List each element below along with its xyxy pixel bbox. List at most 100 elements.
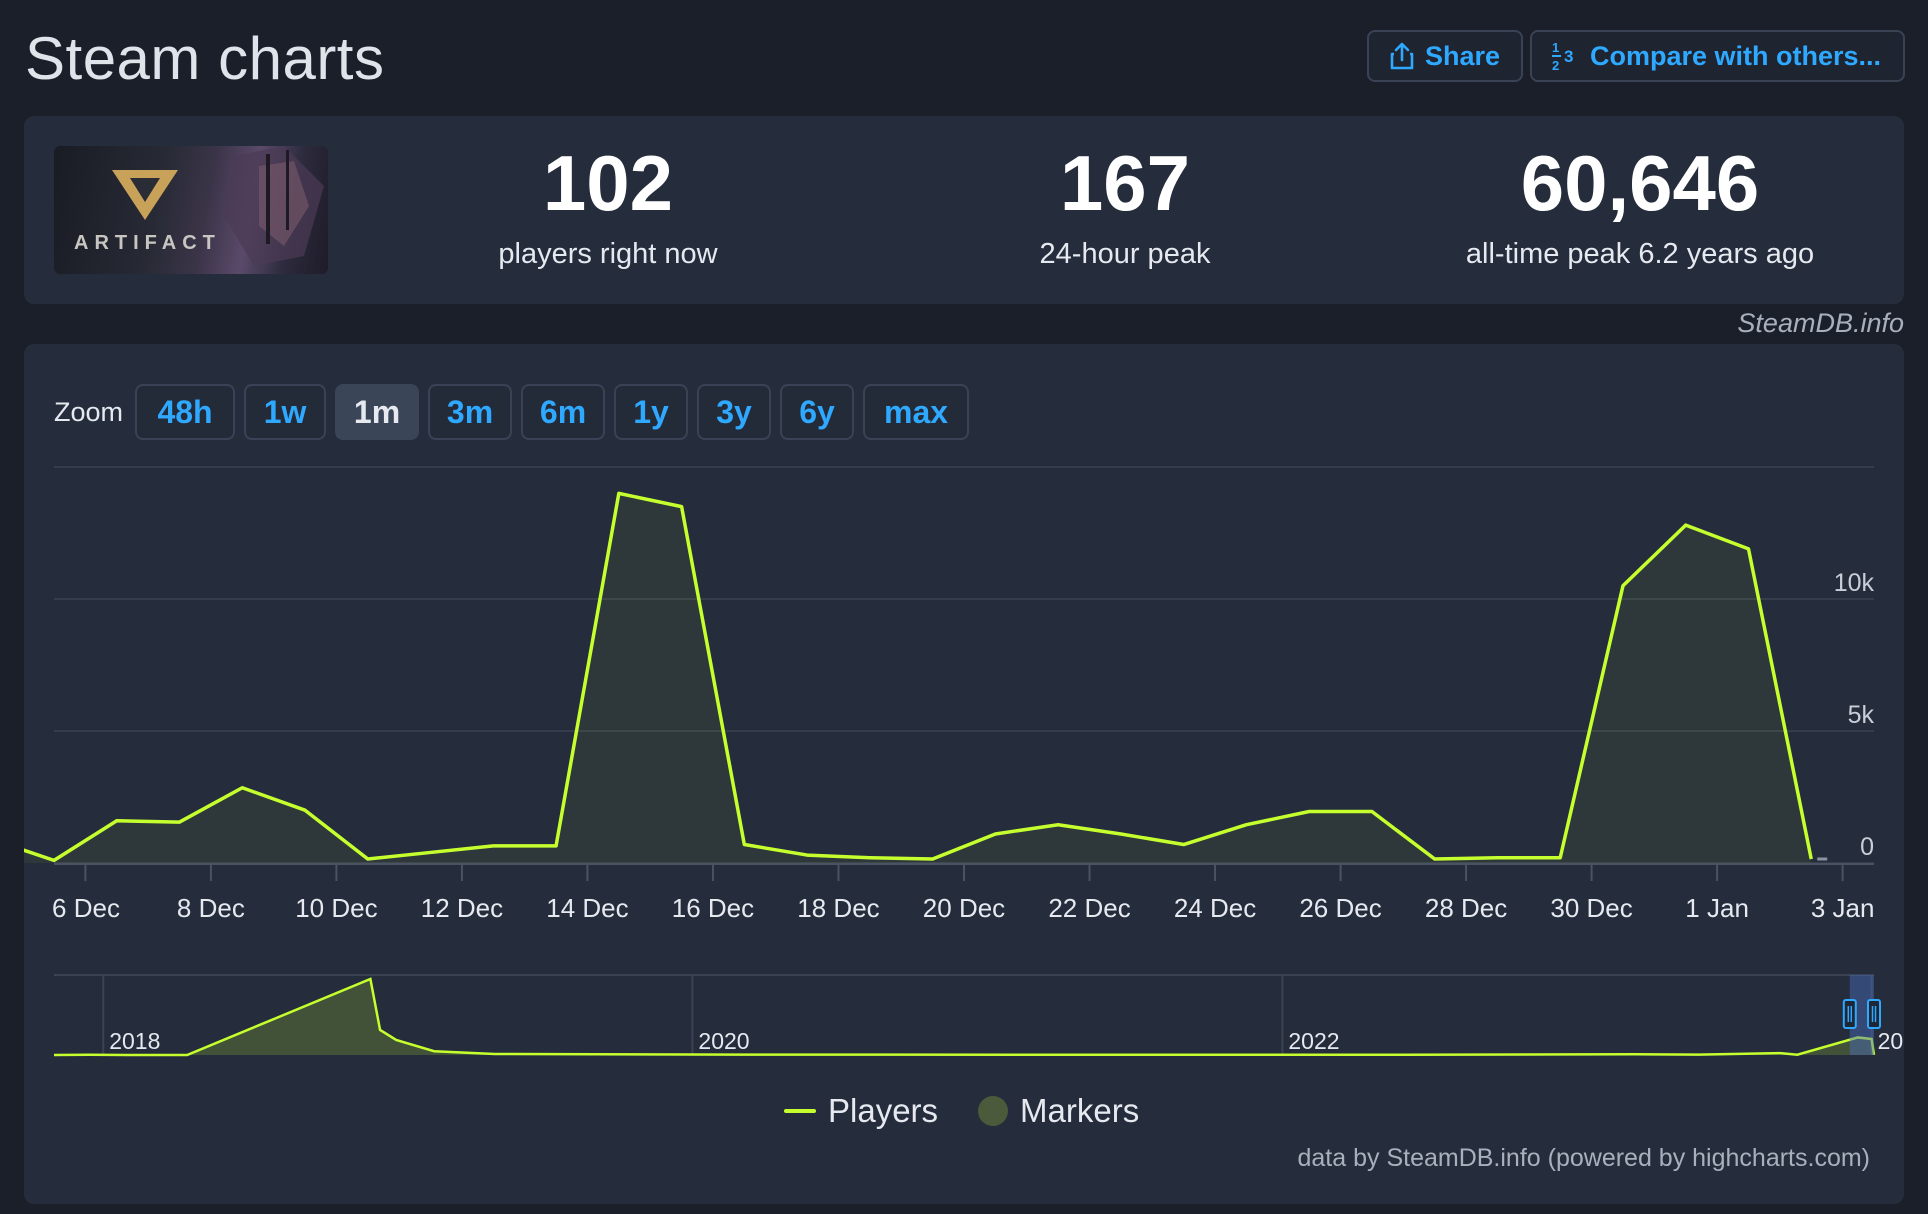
share-icon <box>1390 42 1414 70</box>
stat-value: 102 <box>542 139 674 227</box>
players-data-point[interactable] <box>1242 821 1250 829</box>
artifact-logo-icon <box>112 146 324 266</box>
players-data-point[interactable] <box>489 842 497 850</box>
x-tick-label: 1 Jan <box>1685 893 1749 923</box>
zoom-button-group: 48h 1w 1m 3m 6m 1y 3y 6y max <box>135 384 978 440</box>
zoom-button-1m[interactable]: 1m <box>335 384 420 440</box>
stat-label: all-time peak 6.2 years ago <box>1465 238 1815 270</box>
chart-card: Zoom 48h 1w 1m 3m 6m 1y 3y 6y max 0 5k 10k 6 Dec 8 D… <box>24 344 1904 1204</box>
chart-legend: Players Markers <box>784 1092 1139 1130</box>
game-cover-title: ARTIFACT <box>74 232 221 254</box>
game-cover-image[interactable]: ARTIFACT <box>54 146 328 274</box>
navigator-year-label: 2024 <box>1878 1028 1904 1054</box>
zoom-button-1w[interactable]: 1w <box>244 384 327 440</box>
players-data-point[interactable] <box>615 489 623 497</box>
stat-value: 167 <box>1059 139 1191 227</box>
zoom-controls: Zoom 48h 1w 1m 3m 6m 1y 3y 6y max <box>54 384 978 440</box>
stats-card: ARTIFACT 102 players right now 167 24-ho… <box>24 116 1904 304</box>
x-tick-label: 10 Dec <box>295 893 377 923</box>
players-data-point[interactable] <box>866 854 874 862</box>
highcharts-credit[interactable]: data by SteamDB.info (powered by highcha… <box>1297 1144 1871 1172</box>
share-button[interactable]: Share <box>1367 30 1523 82</box>
players-data-point[interactable] <box>1305 808 1313 816</box>
zoom-button-3m[interactable]: 3m <box>428 384 513 440</box>
zoom-button-6y[interactable]: 6y <box>780 384 855 440</box>
players-data-point[interactable] <box>991 830 999 838</box>
players-data-point[interactable] <box>1117 830 1125 838</box>
players-data-point[interactable] <box>678 503 686 511</box>
players-data-point[interactable] <box>113 817 121 825</box>
page-title: Steam charts <box>25 25 385 92</box>
zoom-label: Zoom <box>54 396 124 427</box>
players-data-point[interactable] <box>1556 854 1564 862</box>
navigator-handle-left[interactable] <box>1842 999 1857 1029</box>
x-tick-label: 30 Dec <box>1550 893 1632 923</box>
x-tick-label: 18 Dec <box>797 893 879 923</box>
y-tick-label: 10k <box>1834 569 1875 597</box>
compare-button[interactable]: 1 2 3 Compare with others... <box>1530 30 1905 82</box>
navigator-handle-right[interactable] <box>1867 999 1881 1029</box>
x-tick-label: 20 Dec <box>923 893 1005 923</box>
stat-players-now: 102 players right now <box>398 144 818 271</box>
legend-label: Players <box>828 1092 939 1129</box>
zoom-button-48h[interactable]: 48h <box>135 384 236 440</box>
players-data-point[interactable] <box>740 841 748 849</box>
players-data-point[interactable] <box>1431 855 1439 863</box>
legend-dot-swatch <box>978 1096 1009 1126</box>
zoom-button-1y[interactable]: 1y <box>614 384 689 440</box>
x-tick-label: 28 Dec <box>1425 893 1507 923</box>
stat-label: 24-hour peak <box>1039 238 1211 270</box>
x-tick-label: 14 Dec <box>546 893 628 923</box>
x-tick-label: 3 Jan <box>1811 893 1875 923</box>
x-tick-label: 26 Dec <box>1299 893 1381 923</box>
y-tick-label: 5k <box>1848 701 1875 729</box>
x-tick-label: 8 Dec <box>177 893 245 923</box>
players-data-point[interactable] <box>427 848 435 856</box>
stat-label: players right now <box>498 238 718 270</box>
zoom-button-3y[interactable]: 3y <box>697 384 772 440</box>
navigator-year-label: 2020 <box>698 1028 749 1054</box>
players-data-point[interactable] <box>1368 808 1376 816</box>
players-data-point[interactable] <box>552 842 560 850</box>
steamdb-credit[interactable]: SteamDB.info <box>1737 308 1904 338</box>
players-data-point[interactable] <box>238 784 246 792</box>
svg-text:1: 1 <box>1552 40 1559 55</box>
legend-item-markers[interactable]: Markers <box>978 1092 1139 1130</box>
players-data-point[interactable] <box>50 856 58 864</box>
players-area <box>24 493 1812 863</box>
navigator-area <box>54 979 1874 1055</box>
navigator-year-label: 2018 <box>109 1028 160 1054</box>
players-data-point[interactable] <box>1682 521 1690 529</box>
players-data-point[interactable] <box>1619 582 1627 590</box>
stat-all-time-peak: 60,646 all-time peak 6.2 years ago <box>1430 144 1850 271</box>
x-tick-label: 22 Dec <box>1048 893 1130 923</box>
stat-24h-peak: 167 24-hour peak <box>915 144 1335 271</box>
players-data-point[interactable] <box>929 855 937 863</box>
sort-numeric-icon: 1 2 3 <box>1552 40 1573 72</box>
players-data-point[interactable] <box>176 818 184 826</box>
svg-text:3: 3 <box>1564 47 1573 66</box>
players-data-point[interactable] <box>1493 854 1501 862</box>
players-data-point[interactable] <box>1744 545 1752 553</box>
players-data-point[interactable] <box>364 855 372 863</box>
navigator-series-line <box>53 977 1876 1057</box>
stat-value: 60,646 <box>1520 139 1760 227</box>
players-data-point[interactable] <box>803 851 811 859</box>
compare-label: Compare with others... <box>1590 40 1882 71</box>
svg-text:2: 2 <box>1552 58 1559 72</box>
players-series-line[interactable] <box>24 491 1813 863</box>
x-tick-label: 16 Dec <box>672 893 754 923</box>
share-label: Share <box>1425 40 1501 71</box>
player-count-chart[interactable]: 0 5k 10k 6 Dec 8 Dec 10 Dec 12 Dec 14 Dec 16 Dec… <box>24 344 1904 1084</box>
x-tick-label: 24 Dec <box>1174 893 1256 923</box>
navigator-year-label: 2022 <box>1288 1028 1339 1054</box>
legend-label: Markers <box>1020 1092 1140 1129</box>
players-data-point[interactable] <box>1807 855 1815 863</box>
players-data-point[interactable] <box>301 806 309 814</box>
zoom-button-max[interactable]: max <box>863 384 970 440</box>
players-data-point[interactable] <box>1180 841 1188 849</box>
players-data-point[interactable] <box>1054 821 1062 829</box>
legend-item-players[interactable]: Players <box>784 1092 938 1130</box>
header: Steam charts Share 1 2 3 Compare with ot… <box>25 18 1905 98</box>
zoom-button-6m[interactable]: 6m <box>521 384 606 440</box>
